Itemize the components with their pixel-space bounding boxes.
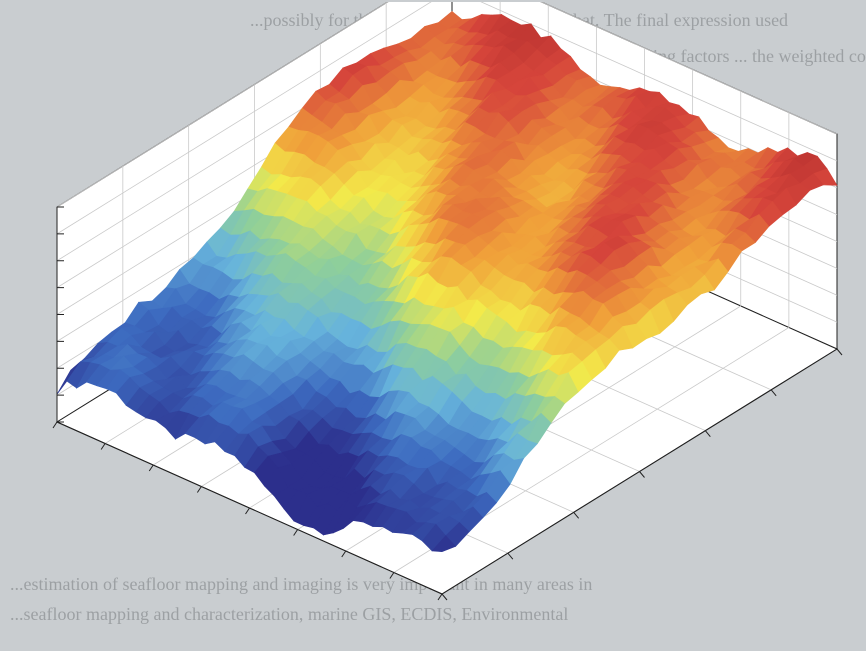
terrain-surface [56, 11, 838, 553]
x-axis-tick [196, 486, 202, 493]
y-axis-tick [704, 430, 711, 437]
y-axis-tick [441, 593, 448, 601]
axis-ticks [52, 206, 843, 601]
y-axis-tick [639, 471, 645, 478]
y-axis-tick [573, 512, 580, 519]
y-axis-tick [836, 348, 843, 356]
x-axis-tick [245, 507, 250, 515]
surface-plot-panel [20, 2, 864, 640]
y-axis-line [441, 348, 838, 595]
x-axis-tick [52, 421, 58, 429]
x-axis-tick [437, 593, 443, 601]
surface-patch [431, 535, 457, 553]
y-axis-tick [770, 389, 777, 397]
x-axis-tick [389, 572, 395, 579]
x-axis-line [56, 421, 443, 595]
x-axis-tick [341, 550, 347, 558]
x-axis-tick [148, 464, 154, 472]
x-axis-tick [293, 529, 299, 536]
y-axis-tick [507, 552, 514, 560]
surface-plot-svg [52, 2, 843, 601]
x-axis-tick [100, 443, 106, 450]
